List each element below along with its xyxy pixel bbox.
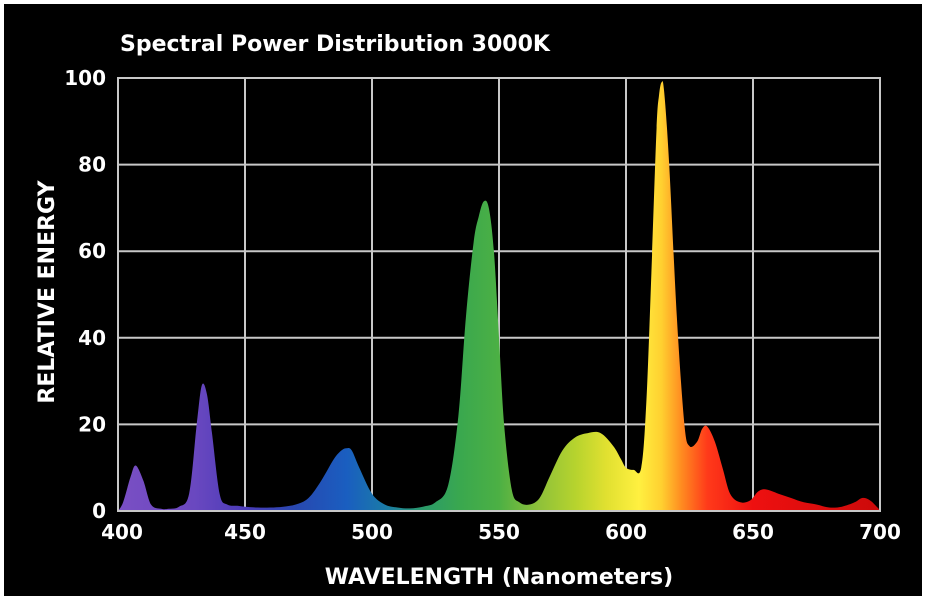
y-tick-label: 80 bbox=[78, 153, 106, 177]
y-tick-label: 20 bbox=[78, 412, 106, 436]
chart-title: Spectral Power Distribution 3000K bbox=[120, 32, 551, 57]
y-axis-label: RELATIVE ENERGY bbox=[35, 179, 60, 403]
y-tick-label: 40 bbox=[78, 326, 106, 350]
y-tick-label: 100 bbox=[64, 66, 106, 90]
x-tick-label: 700 bbox=[859, 520, 901, 544]
x-axis-label: WAVELENGTH (Nanometers) bbox=[325, 565, 673, 590]
plot-frame-layer bbox=[117, 77, 881, 512]
x-tick-label: 650 bbox=[732, 520, 774, 544]
x-tick-label: 600 bbox=[605, 520, 647, 544]
spectrum-series-area bbox=[118, 81, 880, 511]
x-tick-label: 450 bbox=[224, 520, 266, 544]
spectrum-area-layer bbox=[118, 81, 880, 511]
x-tick-label: 500 bbox=[351, 520, 393, 544]
grid-layer bbox=[118, 78, 880, 511]
x-tick-label: 550 bbox=[478, 520, 520, 544]
y-tick-label: 60 bbox=[78, 239, 106, 263]
plot-frame bbox=[117, 77, 881, 512]
x-tick-labels: 400 450 500 550 600 650 700 bbox=[101, 520, 901, 544]
y-tick-label: 0 bbox=[92, 499, 106, 523]
x-tick-label: 400 bbox=[101, 520, 143, 544]
y-tick-labels: 100 80 60 40 20 0 bbox=[64, 66, 106, 523]
